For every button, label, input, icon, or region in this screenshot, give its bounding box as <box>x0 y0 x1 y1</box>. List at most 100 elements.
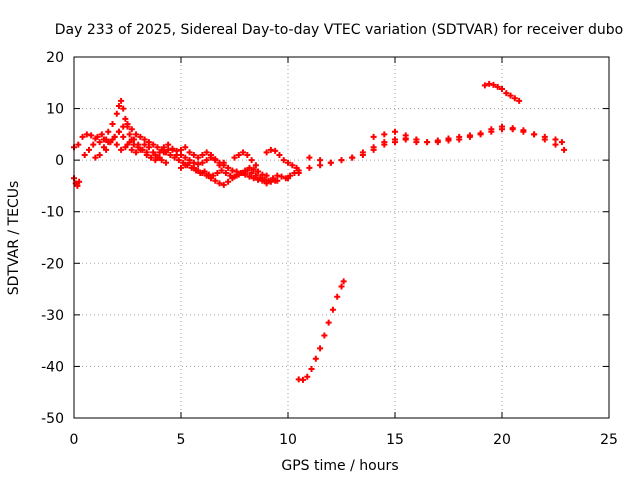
data-point <box>222 170 229 177</box>
y-tick-label: 20 <box>46 50 64 66</box>
x-axis-label: GPS time / hours <box>281 458 398 474</box>
data-point <box>212 177 219 184</box>
data-point <box>109 121 116 128</box>
data-point <box>150 149 157 156</box>
data-point <box>499 123 505 130</box>
data-point <box>111 133 118 140</box>
data-point <box>207 151 214 158</box>
data-point <box>113 141 120 148</box>
data-point <box>308 366 315 373</box>
data-point <box>160 144 167 151</box>
data-point <box>218 167 225 174</box>
data-point <box>263 149 270 156</box>
y-tick-label: 0 <box>55 153 64 169</box>
data-point <box>274 172 281 179</box>
data-point <box>267 146 274 153</box>
data-point <box>199 170 206 177</box>
data-point <box>466 132 473 139</box>
data-point <box>118 97 125 104</box>
data-point <box>402 132 409 139</box>
data-point <box>148 154 155 161</box>
data-point <box>120 105 127 112</box>
data-point <box>289 162 296 169</box>
data-point <box>434 137 441 144</box>
data-point <box>216 162 223 169</box>
data-point <box>503 90 510 97</box>
data-point <box>359 151 366 158</box>
data-point <box>173 151 180 158</box>
data-point <box>509 126 516 133</box>
data-point <box>263 172 270 179</box>
data-point <box>561 146 568 153</box>
data-point <box>128 126 135 133</box>
data-point <box>115 128 122 135</box>
data-point <box>445 135 452 142</box>
data-point <box>424 139 431 146</box>
data-point <box>178 164 184 171</box>
data-point <box>199 159 206 166</box>
data-point <box>255 168 262 175</box>
data-point <box>120 133 127 140</box>
data-point <box>242 171 249 178</box>
data-point <box>154 154 161 161</box>
data-point <box>229 167 236 174</box>
data-point <box>338 157 345 164</box>
series-arc-11 <box>370 123 568 153</box>
data-point <box>293 164 300 171</box>
data-point <box>272 147 279 154</box>
data-point <box>244 167 251 174</box>
data-point <box>520 128 527 135</box>
data-point <box>122 115 129 122</box>
data-point <box>182 154 189 161</box>
data-point <box>317 157 324 164</box>
data-point <box>150 141 157 148</box>
data-point <box>456 133 463 140</box>
data-point <box>165 141 172 148</box>
data-point <box>250 175 257 182</box>
data-point <box>263 180 270 187</box>
data-point <box>212 157 219 164</box>
data-point <box>370 133 377 140</box>
data-point <box>141 136 148 143</box>
data-point <box>255 176 262 183</box>
y-tick-label: -10 <box>41 205 64 221</box>
data-point <box>381 131 388 138</box>
x-tick-label: 5 <box>177 432 186 448</box>
data-point <box>511 95 518 102</box>
data-point <box>340 278 347 285</box>
data-point <box>113 110 120 117</box>
data-point <box>216 180 223 187</box>
x-tick-label: 25 <box>600 432 618 448</box>
series-arc-13 <box>295 278 347 383</box>
series-arc-05 <box>103 128 170 166</box>
data-point <box>195 161 202 168</box>
data-point <box>163 159 170 166</box>
data-point <box>115 102 122 109</box>
data-point <box>248 157 255 164</box>
data-point <box>167 151 174 158</box>
data-point <box>203 149 210 156</box>
data-point <box>156 149 163 156</box>
data-point <box>220 181 227 188</box>
data-point <box>552 141 559 148</box>
data-point <box>90 141 97 148</box>
data-point <box>499 85 505 92</box>
data-point <box>558 139 565 146</box>
axis-layer: 0 5 10 15 20 25 20 10 0 -10 -20 -30 -40 -50 <box>41 50 618 448</box>
data-point <box>338 283 345 290</box>
data-point <box>141 141 148 148</box>
data-point <box>130 136 137 143</box>
data-point <box>158 157 165 164</box>
data-point <box>96 139 103 146</box>
data-point <box>103 146 110 153</box>
data-point <box>96 151 103 158</box>
data-point <box>231 154 238 161</box>
data-point <box>178 146 184 153</box>
data-point <box>126 131 133 138</box>
data-point <box>118 146 125 153</box>
data-point <box>233 172 240 179</box>
x-tick-label: 15 <box>386 432 404 448</box>
data-point <box>274 177 281 184</box>
data-point <box>490 81 497 88</box>
